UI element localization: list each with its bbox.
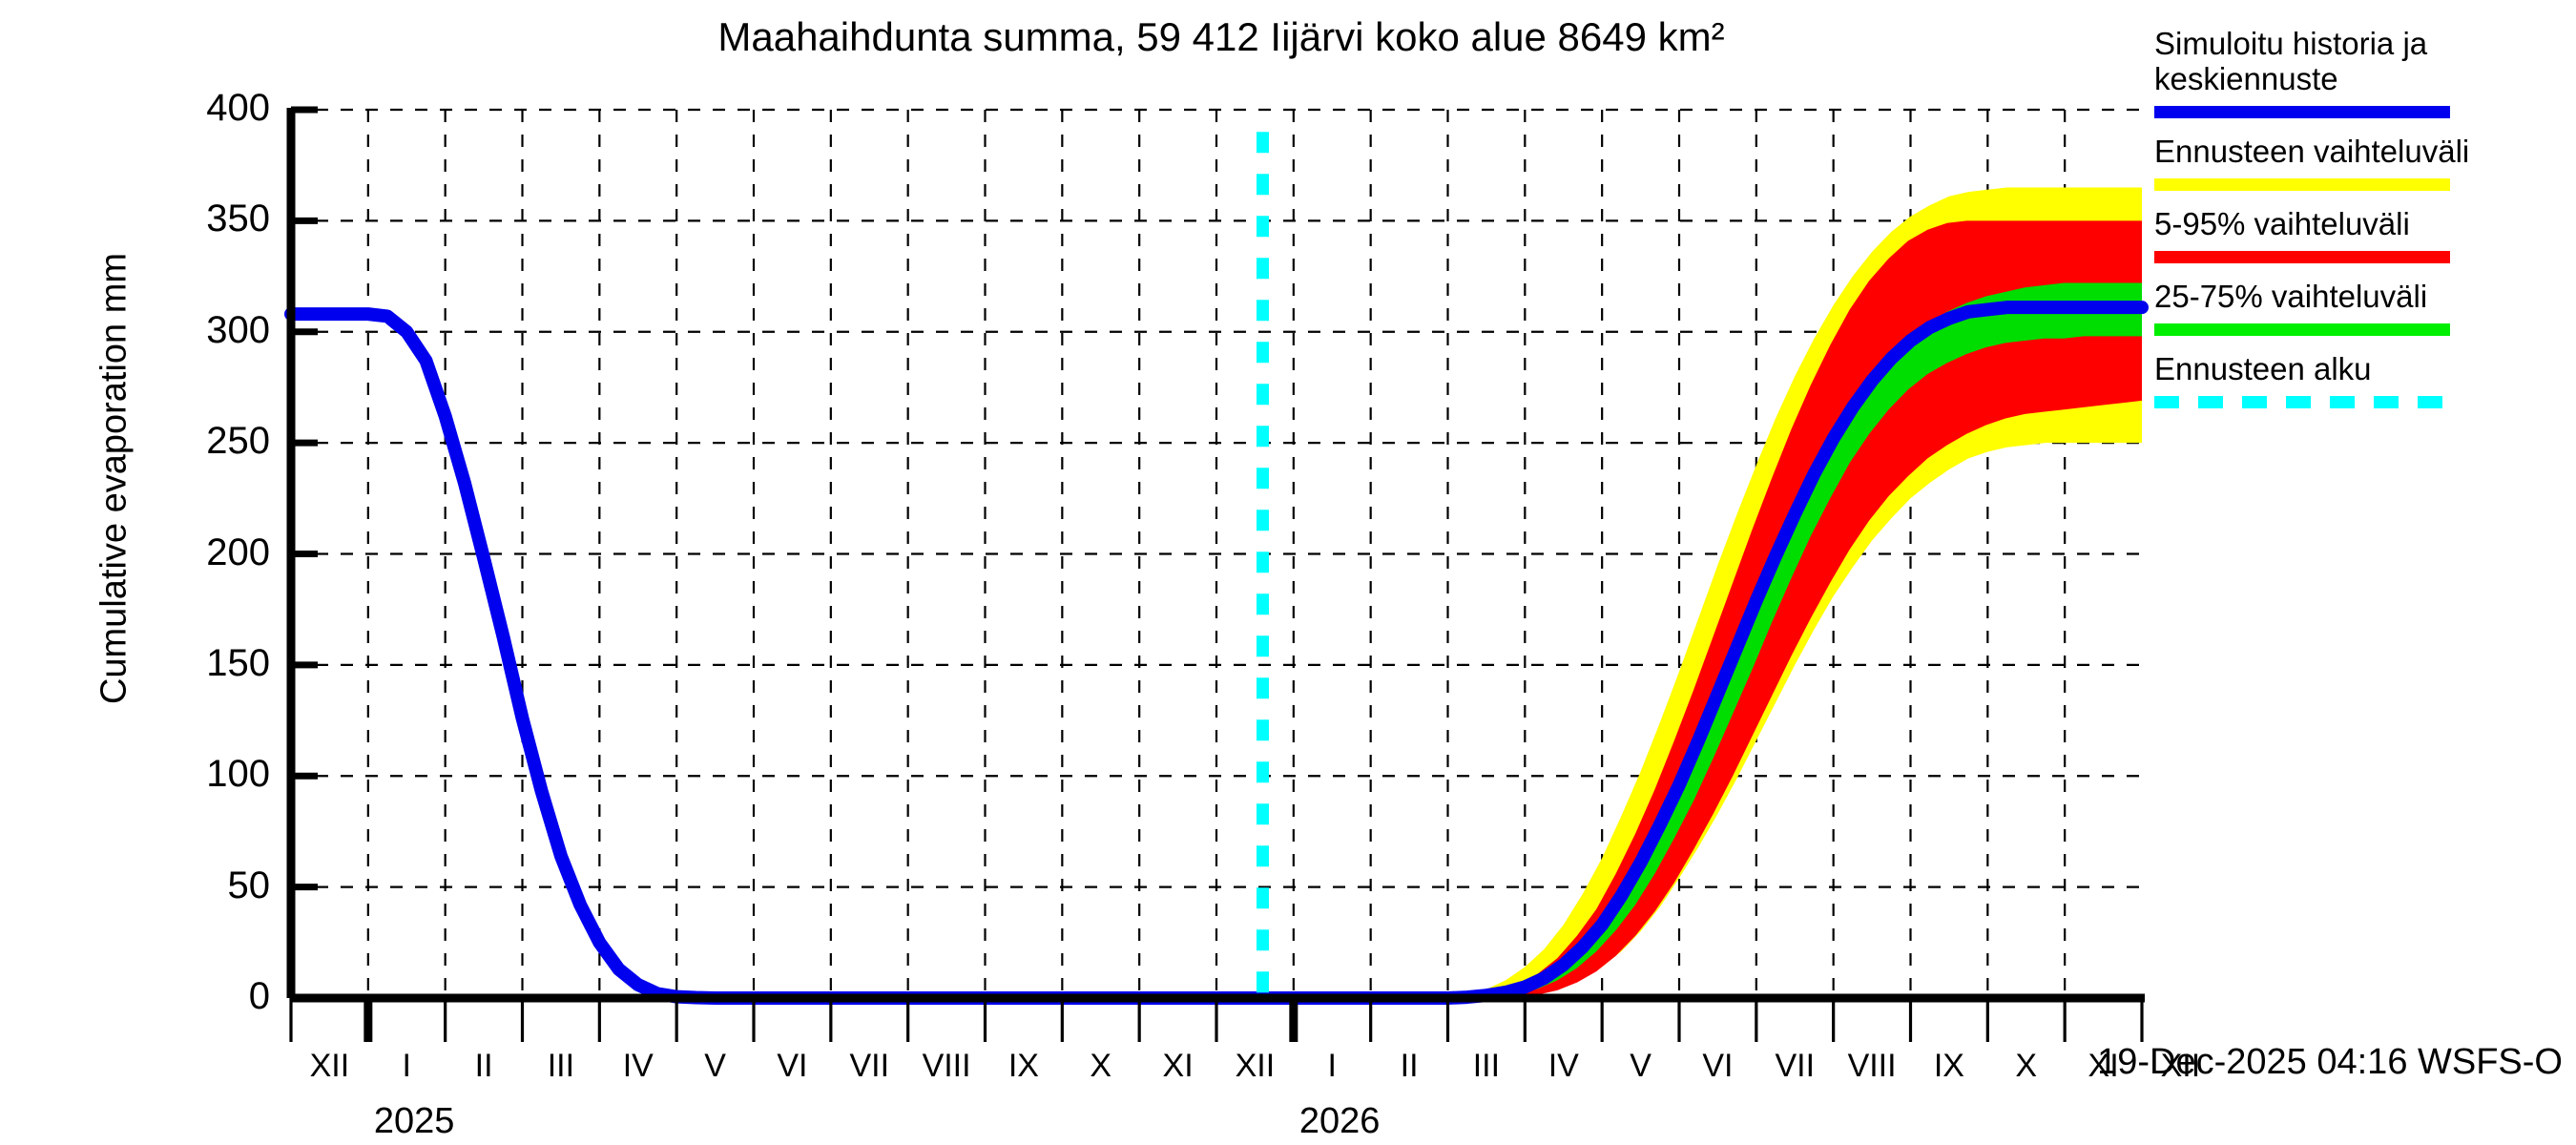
x-tick-label: VII <box>1775 1048 1816 1084</box>
y-tick-label: 350 <box>206 198 270 240</box>
timestamp-label: 19-Dec-2025 04:16 WSFS-O <box>2097 1042 2563 1082</box>
x-tick-label: IX <box>1008 1048 1039 1084</box>
legend-item: 5-95% vaihteluväli <box>2154 205 2574 263</box>
x-tick-label: IV <box>622 1048 654 1084</box>
legend-item: Ennusteen alku <box>2154 350 2574 408</box>
x-axis-year-label: 2026 <box>1298 1101 1381 1141</box>
x-tick-label: VIII <box>922 1048 971 1084</box>
x-tick-label: VII <box>849 1048 890 1084</box>
legend-item-label: Simuloitu historia ja keskiennuste <box>2154 26 2428 96</box>
x-tick-label: III <box>1472 1048 1501 1084</box>
legend-swatch-3 <box>2154 250 2450 263</box>
legend-item: Simuloitu historia ja keskiennuste <box>2154 26 2574 118</box>
x-tick-label: XII <box>1235 1048 1276 1084</box>
x-tick-label: I <box>402 1048 411 1084</box>
y-tick-label: 300 <box>206 308 270 351</box>
x-tick-label: II <box>474 1048 493 1084</box>
y-tick-label: 0 <box>248 975 270 1017</box>
y-tick-label: 400 <box>206 87 270 129</box>
chart-legend: Simuloitu historia ja keskiennuste Ennust… <box>2154 26 2574 425</box>
y-tick-label: 150 <box>206 641 270 684</box>
x-axis-year-label: 2025 <box>373 1101 455 1141</box>
legend-item-label: Ennusteen alku <box>2154 350 2372 386</box>
y-tick-label: 100 <box>206 753 270 796</box>
x-tick-label: II <box>1400 1048 1419 1084</box>
x-tick-label: I <box>1327 1048 1337 1084</box>
legend-item-label: 5-95% vaihteluväli <box>2154 205 2410 241</box>
legend-swatch-1 <box>2154 105 2450 118</box>
x-tick-label: VI <box>777 1048 808 1084</box>
x-tick-label: XI <box>2088 1048 2119 1084</box>
x-tick-label: V <box>1630 1048 1652 1084</box>
x-tick-label: V <box>704 1048 726 1084</box>
legend-item: 25-75% vaihteluväli <box>2154 278 2574 336</box>
y-tick-label: 50 <box>227 864 271 906</box>
y-tick-label: 250 <box>206 420 270 463</box>
legend-swatch-2 <box>2154 177 2450 191</box>
x-tick-label: XI <box>1162 1048 1194 1084</box>
x-tick-label: IX <box>1933 1048 1964 1084</box>
x-tick-label: VIII <box>1847 1048 1897 1084</box>
legend-item: Ennusteen vaihteluväli <box>2154 133 2574 191</box>
legend-swatch-4 <box>2154 323 2450 336</box>
x-tick-label: III <box>547 1048 575 1084</box>
chart-title: Maahaihdunta summa, 59 412 Iijärvi koko … <box>717 14 1725 59</box>
legend-item-label: 25-75% vaihteluväli <box>2154 278 2428 314</box>
x-tick-label: X <box>1090 1048 1112 1084</box>
legend-swatch-5 <box>2154 395 2450 408</box>
x-tick-label: XII <box>309 1048 350 1084</box>
x-tick-label: X <box>2015 1048 2038 1084</box>
legend-item-label: Ennusteen vaihteluväli <box>2154 133 2470 169</box>
x-tick-label: XII <box>2160 1048 2201 1084</box>
x-tick-label: VI <box>1702 1048 1734 1084</box>
y-tick-label: 200 <box>206 531 270 573</box>
x-tick-label: IV <box>1548 1048 1579 1084</box>
